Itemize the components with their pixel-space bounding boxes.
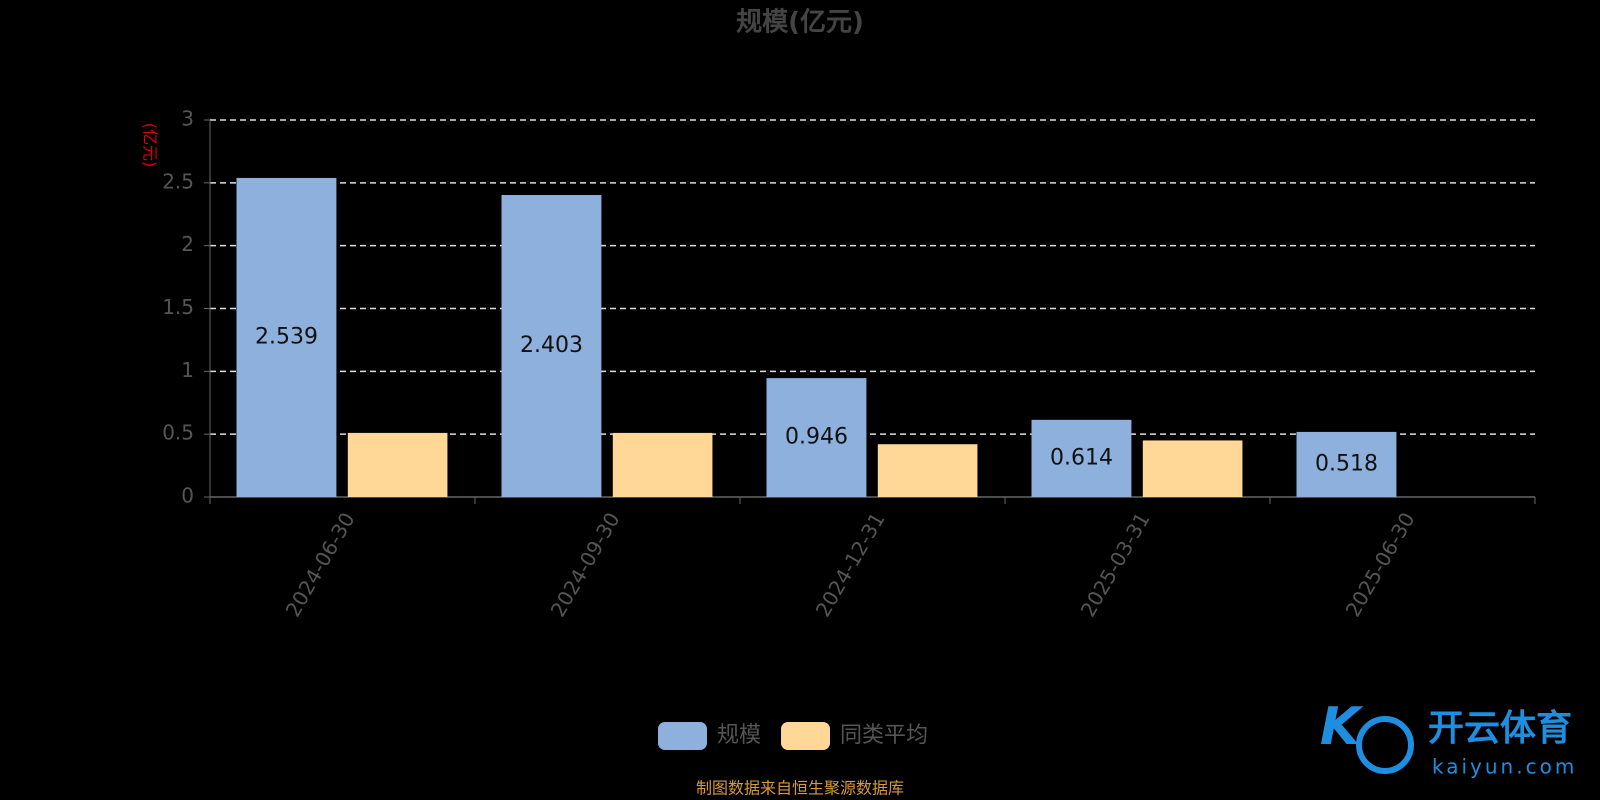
y-axis-label: (亿元) <box>141 123 160 168</box>
bar <box>612 432 713 497</box>
watermark-logo <box>1356 716 1414 774</box>
chart-title: 规模(亿元) <box>736 8 864 38</box>
bar <box>1031 419 1132 497</box>
y-tick-label: 1 <box>181 358 194 382</box>
y-tick-label: 0 <box>181 484 194 508</box>
y-tick-label: 0.5 <box>162 421 194 445</box>
bar <box>236 177 337 498</box>
source-note: 制图数据来自恒生聚源数据库 <box>696 779 904 798</box>
bar <box>877 444 978 497</box>
value-label: 0.946 <box>785 425 848 450</box>
bar <box>501 195 602 497</box>
legend-label: 规模 <box>717 723 761 748</box>
value-label: 0.614 <box>1050 445 1113 470</box>
legend-label: 同类平均 <box>840 723 928 748</box>
legend-swatch <box>781 722 831 750</box>
watermark-name: 开云体育 <box>1428 708 1572 749</box>
watermark-site: kaiyun.com <box>1432 755 1577 779</box>
bar <box>1296 431 1397 497</box>
watermark: K 开云体育 kaiyun.com <box>1320 697 1577 779</box>
value-label: 0.518 <box>1315 451 1378 476</box>
legend-swatch <box>658 722 707 750</box>
y-tick-label: 2 <box>181 232 194 256</box>
watermark-logo-letter: K <box>1320 697 1364 757</box>
bar <box>1142 440 1243 497</box>
y-tick-label: 3 <box>181 107 194 131</box>
bar <box>347 432 448 497</box>
value-label: 2.539 <box>255 324 318 349</box>
y-tick-label: 2.5 <box>162 169 194 193</box>
y-tick-label: 1.5 <box>162 295 194 319</box>
bar <box>766 378 867 497</box>
value-label: 2.403 <box>520 333 583 358</box>
